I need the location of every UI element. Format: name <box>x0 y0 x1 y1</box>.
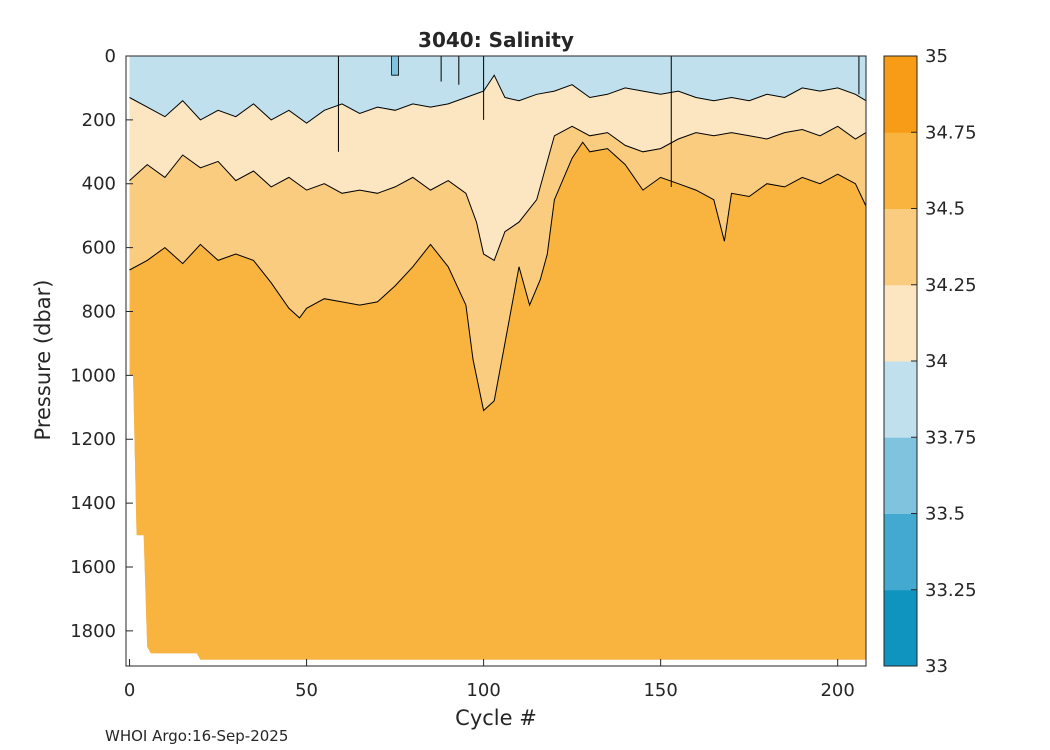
colorbar-swatch <box>884 437 917 514</box>
contour-line-2 <box>129 74 867 124</box>
x-axis: 0 50 100 150 200 <box>124 659 855 701</box>
colorbar-tick-label: 34.5 <box>925 199 965 220</box>
contour-line-3 <box>129 125 867 262</box>
colorbar-swatch <box>884 132 917 209</box>
colorbar-tick-label: 34.25 <box>925 275 977 296</box>
plot-area <box>129 55 866 660</box>
y-tick-label: 1800 <box>70 621 116 642</box>
colorbar-swatch <box>884 284 917 362</box>
y-tick-label: 0 <box>105 46 116 67</box>
colorbar-swatch <box>884 589 917 667</box>
x-tick-label: 0 <box>124 680 135 701</box>
y-tick-label: 1600 <box>70 557 116 578</box>
y-tick-label: 1200 <box>70 429 116 450</box>
salinity-band-4 <box>129 142 866 660</box>
salinity-patch-33.5-33.75 <box>391 55 399 76</box>
colorbar-swatch <box>884 56 917 133</box>
x-tick-label: 150 <box>643 680 677 701</box>
plot-frame <box>125 55 867 667</box>
y-tick-label: 1400 <box>70 493 116 514</box>
y-tick-label: 200 <box>82 110 116 131</box>
x-axis-label: Cycle # <box>455 706 537 730</box>
colorbar-swatch <box>884 361 917 438</box>
colorbar-tick-label: 33.5 <box>925 504 965 525</box>
y-tick-label: 400 <box>82 174 116 195</box>
y-axis-label: Pressure (dbar) <box>31 280 55 441</box>
y-tick-label: 800 <box>82 301 116 322</box>
colorbar-tick-label: 33 <box>925 656 948 677</box>
x-tick-label: 50 <box>295 680 318 701</box>
y-tick-label: 600 <box>82 238 116 259</box>
contour-line-4 <box>129 141 867 412</box>
y-axis: 0 200 400 600 800 1000 1200 1400 1600 1800 <box>70 46 133 642</box>
colorbar-tick-label: 33.75 <box>925 427 977 448</box>
colorbar: 33 33.25 33.5 33.75 34 34.25 34.5 34.75 35 <box>883 46 977 677</box>
colorbar-tick-label: 35 <box>925 46 948 67</box>
x-tick-label: 100 <box>466 680 500 701</box>
chart-title: 3040: Salinity <box>418 28 574 52</box>
x-tick-label: 200 <box>820 680 854 701</box>
colorbar-tick-label: 33.25 <box>925 580 977 601</box>
footer-credit: WHOI Argo:16-Sep-2025 <box>105 727 288 745</box>
y-tick-label: 1000 <box>70 365 116 386</box>
colorbar-tick-label: 34 <box>925 351 948 372</box>
contour-lines <box>129 56 867 412</box>
colorbar-swatch <box>884 513 917 591</box>
colorbar-tick-label: 34.75 <box>925 122 977 143</box>
colorbar-swatch <box>884 208 917 286</box>
